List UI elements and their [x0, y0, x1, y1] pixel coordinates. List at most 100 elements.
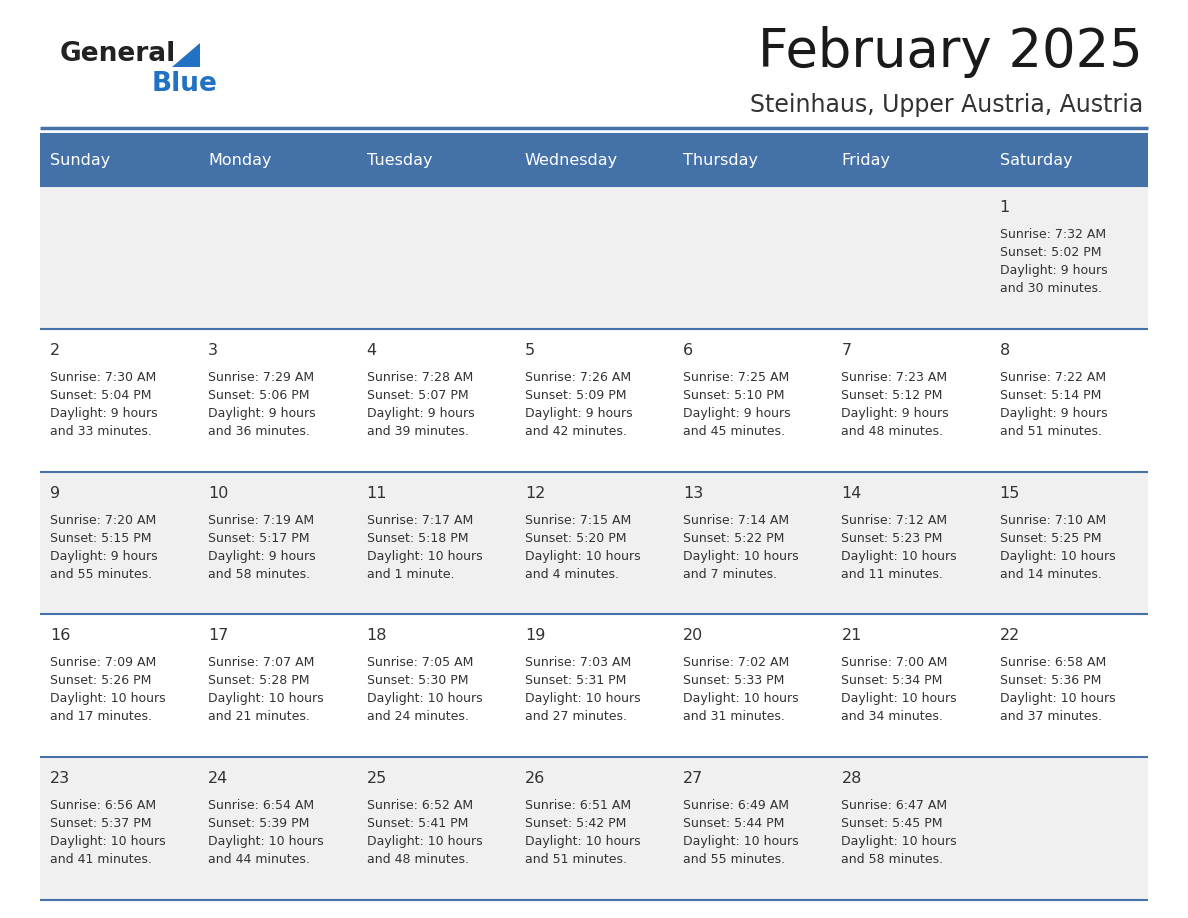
Text: 13: 13 — [683, 486, 703, 500]
Text: Daylight: 10 hours: Daylight: 10 hours — [841, 835, 958, 848]
Text: and 31 minutes.: and 31 minutes. — [683, 711, 785, 723]
Text: Daylight: 10 hours: Daylight: 10 hours — [841, 550, 958, 563]
Text: Daylight: 10 hours: Daylight: 10 hours — [525, 692, 640, 705]
Text: Daylight: 10 hours: Daylight: 10 hours — [208, 692, 324, 705]
Text: and 41 minutes.: and 41 minutes. — [50, 853, 152, 867]
Text: and 45 minutes.: and 45 minutes. — [683, 425, 785, 438]
Text: Daylight: 10 hours: Daylight: 10 hours — [841, 692, 958, 705]
Text: 8: 8 — [1000, 342, 1010, 358]
Text: Sunrise: 7:19 AM: Sunrise: 7:19 AM — [208, 513, 315, 527]
Text: Daylight: 9 hours: Daylight: 9 hours — [50, 407, 158, 420]
Text: Daylight: 9 hours: Daylight: 9 hours — [683, 407, 791, 420]
Text: Blue: Blue — [152, 71, 217, 97]
Text: 22: 22 — [1000, 629, 1020, 644]
Text: Sunset: 5:42 PM: Sunset: 5:42 PM — [525, 817, 626, 830]
Text: 27: 27 — [683, 771, 703, 786]
Text: and 37 minutes.: and 37 minutes. — [1000, 711, 1101, 723]
Text: and 17 minutes.: and 17 minutes. — [50, 711, 152, 723]
Text: Sunset: 5:15 PM: Sunset: 5:15 PM — [50, 532, 152, 544]
Text: Sunrise: 7:05 AM: Sunrise: 7:05 AM — [367, 656, 473, 669]
Text: Daylight: 10 hours: Daylight: 10 hours — [50, 835, 165, 848]
Text: Daylight: 9 hours: Daylight: 9 hours — [208, 407, 316, 420]
Text: and 55 minutes.: and 55 minutes. — [50, 567, 152, 580]
Bar — [40, 329, 1148, 472]
Text: Steinhaus, Upper Austria, Austria: Steinhaus, Upper Austria, Austria — [750, 93, 1143, 117]
Text: Daylight: 10 hours: Daylight: 10 hours — [683, 692, 798, 705]
Text: Sunrise: 6:54 AM: Sunrise: 6:54 AM — [208, 800, 315, 812]
Text: and 14 minutes.: and 14 minutes. — [1000, 567, 1101, 580]
Text: Daylight: 9 hours: Daylight: 9 hours — [50, 550, 158, 563]
Text: 19: 19 — [525, 629, 545, 644]
Text: Sunrise: 6:51 AM: Sunrise: 6:51 AM — [525, 800, 631, 812]
Text: and 36 minutes.: and 36 minutes. — [208, 425, 310, 438]
Text: and 30 minutes.: and 30 minutes. — [1000, 282, 1101, 295]
Bar — [40, 134, 1148, 186]
Text: 18: 18 — [367, 629, 387, 644]
Text: Daylight: 10 hours: Daylight: 10 hours — [367, 550, 482, 563]
Text: Sunset: 5:10 PM: Sunset: 5:10 PM — [683, 389, 784, 402]
Text: Sunset: 5:25 PM: Sunset: 5:25 PM — [1000, 532, 1101, 544]
Text: Sunset: 5:12 PM: Sunset: 5:12 PM — [841, 389, 943, 402]
Bar — [40, 186, 1148, 329]
Text: Monday: Monday — [208, 152, 272, 167]
Text: 14: 14 — [841, 486, 861, 500]
Text: Sunrise: 7:17 AM: Sunrise: 7:17 AM — [367, 513, 473, 527]
Text: Sunset: 5:37 PM: Sunset: 5:37 PM — [50, 817, 152, 830]
Text: Sunrise: 6:52 AM: Sunrise: 6:52 AM — [367, 800, 473, 812]
Text: Daylight: 10 hours: Daylight: 10 hours — [683, 550, 798, 563]
Text: and 51 minutes.: and 51 minutes. — [1000, 425, 1101, 438]
Text: Daylight: 9 hours: Daylight: 9 hours — [208, 550, 316, 563]
Text: Sunset: 5:02 PM: Sunset: 5:02 PM — [1000, 246, 1101, 259]
Text: Daylight: 9 hours: Daylight: 9 hours — [367, 407, 474, 420]
Text: Daylight: 10 hours: Daylight: 10 hours — [1000, 550, 1116, 563]
Text: 5: 5 — [525, 342, 535, 358]
Text: Daylight: 10 hours: Daylight: 10 hours — [1000, 692, 1116, 705]
Text: Sunset: 5:33 PM: Sunset: 5:33 PM — [683, 675, 784, 688]
Text: Sunrise: 7:28 AM: Sunrise: 7:28 AM — [367, 371, 473, 384]
Text: Daylight: 10 hours: Daylight: 10 hours — [525, 550, 640, 563]
Text: 6: 6 — [683, 342, 694, 358]
Text: Daylight: 9 hours: Daylight: 9 hours — [841, 407, 949, 420]
Text: 21: 21 — [841, 629, 861, 644]
Text: and 7 minutes.: and 7 minutes. — [683, 567, 777, 580]
Polygon shape — [172, 43, 200, 67]
Text: Sunrise: 7:03 AM: Sunrise: 7:03 AM — [525, 656, 631, 669]
Text: Sunrise: 7:12 AM: Sunrise: 7:12 AM — [841, 513, 948, 527]
Text: Sunrise: 7:23 AM: Sunrise: 7:23 AM — [841, 371, 948, 384]
Text: Daylight: 9 hours: Daylight: 9 hours — [1000, 264, 1107, 277]
Text: 28: 28 — [841, 771, 861, 786]
Text: Sunrise: 7:09 AM: Sunrise: 7:09 AM — [50, 656, 157, 669]
Text: Sunset: 5:31 PM: Sunset: 5:31 PM — [525, 675, 626, 688]
Text: Sunset: 5:17 PM: Sunset: 5:17 PM — [208, 532, 310, 544]
Bar — [40, 614, 1148, 757]
Text: Sunrise: 7:30 AM: Sunrise: 7:30 AM — [50, 371, 157, 384]
Text: 25: 25 — [367, 771, 387, 786]
Text: Daylight: 10 hours: Daylight: 10 hours — [50, 692, 165, 705]
Text: 17: 17 — [208, 629, 228, 644]
Text: and 24 minutes.: and 24 minutes. — [367, 711, 468, 723]
Text: and 11 minutes.: and 11 minutes. — [841, 567, 943, 580]
Text: and 55 minutes.: and 55 minutes. — [683, 853, 785, 867]
Text: Sunset: 5:34 PM: Sunset: 5:34 PM — [841, 675, 943, 688]
Text: and 33 minutes.: and 33 minutes. — [50, 425, 152, 438]
Text: and 1 minute.: and 1 minute. — [367, 567, 454, 580]
Text: 24: 24 — [208, 771, 228, 786]
Text: Daylight: 10 hours: Daylight: 10 hours — [367, 835, 482, 848]
Text: Sunrise: 7:14 AM: Sunrise: 7:14 AM — [683, 513, 789, 527]
Text: Sunset: 5:28 PM: Sunset: 5:28 PM — [208, 675, 310, 688]
Text: 12: 12 — [525, 486, 545, 500]
Text: Friday: Friday — [841, 152, 891, 167]
Text: Sunset: 5:06 PM: Sunset: 5:06 PM — [208, 389, 310, 402]
Text: 16: 16 — [50, 629, 70, 644]
Text: and 27 minutes.: and 27 minutes. — [525, 711, 627, 723]
Text: Sunset: 5:07 PM: Sunset: 5:07 PM — [367, 389, 468, 402]
Text: 9: 9 — [50, 486, 61, 500]
Text: Sunrise: 7:10 AM: Sunrise: 7:10 AM — [1000, 513, 1106, 527]
Text: Sunrise: 7:20 AM: Sunrise: 7:20 AM — [50, 513, 157, 527]
Text: Sunrise: 6:49 AM: Sunrise: 6:49 AM — [683, 800, 789, 812]
Text: and 58 minutes.: and 58 minutes. — [841, 853, 943, 867]
Text: and 42 minutes.: and 42 minutes. — [525, 425, 627, 438]
Text: Sunset: 5:23 PM: Sunset: 5:23 PM — [841, 532, 943, 544]
Text: Sunrise: 7:22 AM: Sunrise: 7:22 AM — [1000, 371, 1106, 384]
Bar — [40, 472, 1148, 614]
